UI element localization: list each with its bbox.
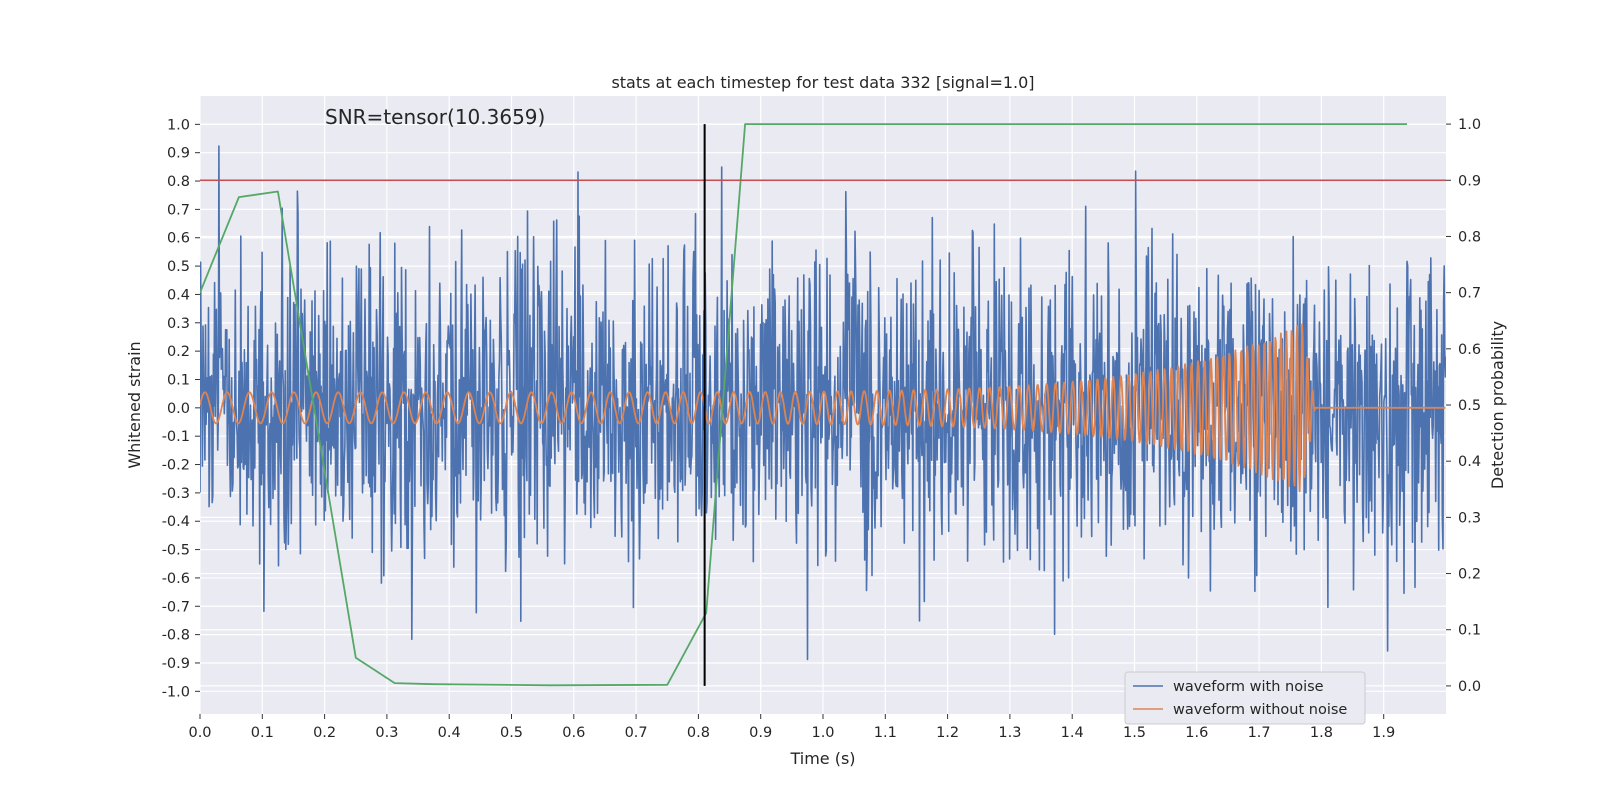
y-tick-label-right: 0.1	[1458, 623, 1481, 639]
y-tick-label-right: 0.9	[1458, 173, 1481, 189]
legend-box	[1124, 671, 1366, 725]
x-tick-label: 0.3	[375, 725, 398, 741]
legend-label-clean: waveform without noise	[1173, 702, 1347, 718]
series-detection-probability-line	[200, 123, 1408, 687]
ticks: 0.0 0.1 0.2 0.3 0.4 0.5 0.6 0.7 0.8 0.9 1.0 1.1 1.2 1…	[162, 117, 1481, 741]
x-tick-label: 1.5	[1123, 725, 1146, 741]
y-tick-label-left: 0.1	[167, 372, 190, 388]
y-tick-label-left: 0.4	[167, 287, 190, 303]
x-tick-label: 0.9	[749, 725, 772, 741]
x-tick-label: 1.7	[1248, 725, 1271, 741]
x-tick-label: 1.8	[1310, 725, 1333, 741]
series-waveform-with-noise-line	[200, 145, 1446, 661]
y-tick-label-right: 0.8	[1458, 229, 1481, 245]
x-tick-label: 0.5	[500, 725, 523, 741]
x-tick-label: 1.4	[1061, 725, 1084, 741]
x-tick-label: 1.9	[1372, 725, 1395, 741]
y-tick-label-left: -0.6	[162, 571, 190, 587]
snr-annotation: SNR=tensor(10.3659)	[325, 105, 545, 129]
x-tick-label: 0.7	[625, 725, 648, 741]
y-tick-label-left: -0.9	[162, 656, 190, 672]
series-waveform-without-noise-line	[200, 323, 1446, 493]
y-tick-label-left: -0.3	[162, 486, 190, 502]
x-tick-label: 1.6	[1185, 725, 1208, 741]
y-tick-label-right: 0.7	[1458, 286, 1481, 302]
x-tick-label: 1.3	[998, 725, 1021, 741]
y-tick-label-left: -1.0	[162, 684, 190, 700]
y-tick-label-left: 1.0	[167, 117, 190, 133]
y-tick-label-left: -0.7	[162, 599, 190, 615]
y-tick-label-right: 0.4	[1458, 454, 1481, 470]
y-tick-label-left: -0.8	[162, 628, 190, 644]
y-tick-label-left: -0.5	[162, 543, 190, 559]
legend-label-noise: waveform with noise	[1173, 679, 1324, 695]
y-tick-label-right: 0.3	[1458, 510, 1481, 526]
y-tick-label-left: 0.7	[167, 202, 190, 218]
x-axis-label: Time (s)	[789, 749, 855, 768]
y-tick-label-left: 0.5	[167, 259, 190, 275]
y-tick-label-left: 0.9	[167, 146, 190, 162]
y-tick-label-right: 0.5	[1458, 398, 1481, 414]
y-tick-label-left: 0.2	[167, 344, 190, 360]
x-tick-label: 1.1	[874, 725, 897, 741]
series-layer	[200, 123, 1446, 687]
y-tick-label-left: 0.0	[167, 401, 190, 417]
y-tick-label-right: 0.6	[1458, 342, 1481, 358]
x-tick-label: 1.0	[811, 725, 834, 741]
y-tick-label-left: 0.6	[167, 231, 190, 247]
x-tick-label: 0.6	[562, 725, 585, 741]
y-tick-label-right: 0.2	[1458, 567, 1481, 583]
y-tick-label-left: -0.2	[162, 458, 190, 474]
y-tick-label-left: 0.8	[167, 174, 190, 190]
x-tick-label: 0.8	[687, 725, 710, 741]
x-tick-label: 0.1	[251, 725, 274, 741]
y-tick-label-left: 0.3	[167, 316, 190, 332]
x-tick-label: 0.2	[313, 725, 336, 741]
legend: waveform with noise waveform without noi…	[1124, 671, 1366, 725]
y-tick-label-left: -0.1	[162, 429, 190, 445]
y-tick-label-right: 0.0	[1458, 679, 1481, 695]
x-tick-label: 1.2	[936, 725, 959, 741]
x-tick-label: 0.4	[438, 725, 461, 741]
y-axis-label-right: Detection probability	[1488, 321, 1507, 489]
y-axis-label-left: Whitened strain	[125, 341, 144, 468]
y-tick-label-right: 1.0	[1458, 117, 1481, 133]
y-tick-label-left: -0.4	[162, 514, 190, 530]
x-tick-label: 0.0	[188, 725, 211, 741]
chart-title: stats at each timestep for test data 332…	[611, 73, 1034, 92]
